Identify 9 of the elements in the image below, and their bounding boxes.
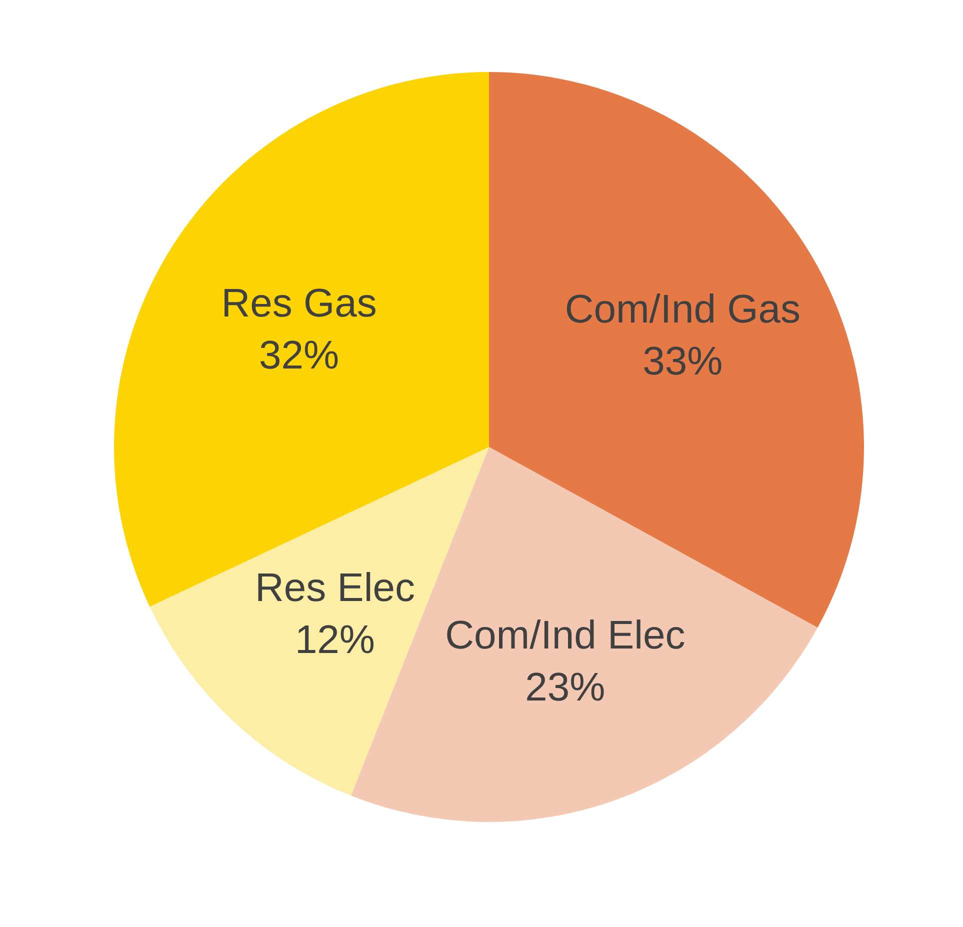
slice-label: Com/Ind Gas <box>564 287 800 332</box>
slice-label: Com/Ind Elec <box>445 614 686 658</box>
slice-label: Res Gas <box>221 281 377 326</box>
data-label: 23% <box>525 666 606 710</box>
data-label: 33% <box>642 339 723 384</box>
slice-label: Res Elec <box>254 566 416 610</box>
data-label: 32% <box>258 333 340 378</box>
data-label: 12% <box>294 618 376 662</box>
pie-slice <box>114 72 489 607</box>
